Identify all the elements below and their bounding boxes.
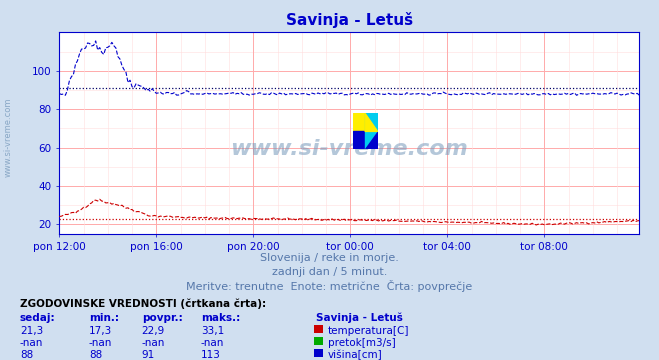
Text: pretok[m3/s]: pretok[m3/s] <box>328 338 396 348</box>
Text: maks.:: maks.: <box>201 313 241 323</box>
Text: povpr.:: povpr.: <box>142 313 183 323</box>
Text: višina[cm]: višina[cm] <box>328 350 383 360</box>
Bar <box>365 131 378 149</box>
Text: min.:: min.: <box>89 313 119 323</box>
Text: -nan: -nan <box>142 338 165 348</box>
Text: Savinja - Letuš: Savinja - Letuš <box>316 312 403 323</box>
Text: 88: 88 <box>89 350 102 360</box>
Text: 33,1: 33,1 <box>201 326 224 336</box>
Text: -nan: -nan <box>89 338 112 348</box>
Polygon shape <box>365 131 378 149</box>
Bar <box>365 113 378 131</box>
Text: www.si-vreme.com: www.si-vreme.com <box>3 97 13 176</box>
Text: 21,3: 21,3 <box>20 326 43 336</box>
Text: temperatura[C]: temperatura[C] <box>328 326 410 336</box>
Title: Savinja - Letuš: Savinja - Letuš <box>286 13 413 28</box>
Text: www.si-vreme.com: www.si-vreme.com <box>231 139 468 159</box>
Text: 88: 88 <box>20 350 33 360</box>
Text: zadnji dan / 5 minut.: zadnji dan / 5 minut. <box>272 267 387 278</box>
Text: -nan: -nan <box>201 338 224 348</box>
Text: sedaj:: sedaj: <box>20 313 55 323</box>
Text: 113: 113 <box>201 350 221 360</box>
Text: 22,9: 22,9 <box>142 326 165 336</box>
Text: 91: 91 <box>142 350 155 360</box>
Text: Meritve: trenutne  Enote: metrične  Črta: povprečje: Meritve: trenutne Enote: metrične Črta: … <box>186 280 473 292</box>
Polygon shape <box>365 113 378 131</box>
Bar <box>353 113 365 131</box>
Text: ZGODOVINSKE VREDNOSTI (črtkana črta):: ZGODOVINSKE VREDNOSTI (črtkana črta): <box>20 298 266 309</box>
Text: -nan: -nan <box>20 338 43 348</box>
Bar <box>353 131 365 149</box>
Text: Slovenija / reke in morje.: Slovenija / reke in morje. <box>260 253 399 263</box>
Text: 17,3: 17,3 <box>89 326 112 336</box>
